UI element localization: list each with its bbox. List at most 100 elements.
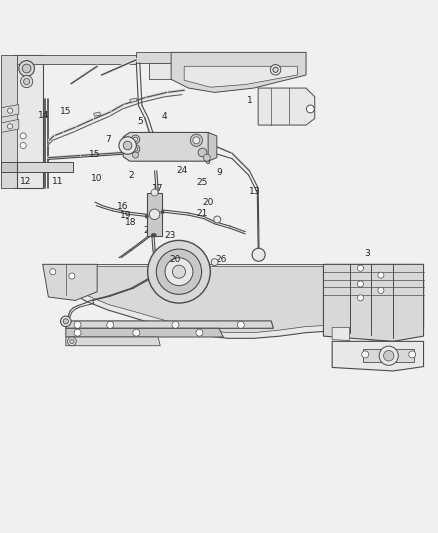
Polygon shape (136, 52, 188, 63)
Circle shape (273, 67, 278, 72)
Circle shape (190, 134, 202, 147)
Bar (147, 192, 162, 236)
Circle shape (307, 105, 314, 113)
Circle shape (123, 141, 132, 150)
Circle shape (378, 287, 384, 294)
Text: 20: 20 (202, 198, 213, 207)
Circle shape (20, 133, 26, 139)
Circle shape (63, 319, 68, 324)
Circle shape (379, 346, 398, 365)
Circle shape (74, 321, 81, 328)
Circle shape (74, 329, 81, 336)
Text: 24: 24 (177, 166, 187, 175)
Polygon shape (1, 104, 19, 117)
Polygon shape (184, 66, 297, 87)
Circle shape (69, 273, 75, 279)
Polygon shape (94, 112, 101, 116)
Circle shape (7, 108, 13, 114)
Text: 4: 4 (162, 112, 167, 121)
Circle shape (20, 142, 26, 149)
Circle shape (145, 215, 148, 218)
Circle shape (173, 265, 185, 278)
Text: 17: 17 (152, 184, 164, 192)
Polygon shape (43, 163, 51, 168)
Polygon shape (323, 264, 424, 341)
Polygon shape (332, 341, 424, 371)
Polygon shape (58, 266, 402, 333)
Circle shape (21, 76, 33, 87)
Text: 12: 12 (20, 177, 31, 186)
Circle shape (198, 148, 207, 157)
Circle shape (149, 209, 160, 220)
Circle shape (378, 272, 384, 278)
Circle shape (24, 78, 30, 85)
Circle shape (49, 269, 56, 275)
Polygon shape (66, 328, 223, 337)
Text: 5: 5 (137, 117, 143, 126)
Circle shape (7, 124, 13, 129)
Polygon shape (1, 55, 17, 188)
Circle shape (270, 64, 281, 75)
Text: 21: 21 (197, 209, 208, 218)
Polygon shape (17, 55, 136, 64)
Circle shape (131, 144, 140, 154)
Text: 9: 9 (216, 167, 222, 176)
Circle shape (203, 154, 210, 161)
Polygon shape (364, 349, 414, 362)
Circle shape (107, 321, 114, 328)
Circle shape (67, 337, 76, 346)
Text: 10: 10 (91, 174, 102, 183)
Polygon shape (130, 98, 137, 102)
Circle shape (357, 281, 364, 287)
Circle shape (60, 316, 71, 327)
Circle shape (151, 233, 155, 237)
Text: 13: 13 (249, 187, 261, 196)
Text: 15: 15 (60, 108, 71, 117)
Circle shape (211, 259, 218, 265)
Text: 20: 20 (169, 255, 180, 264)
Polygon shape (1, 119, 19, 133)
Text: 2: 2 (128, 171, 134, 180)
Text: 26: 26 (215, 255, 227, 264)
Circle shape (70, 339, 74, 344)
Circle shape (357, 295, 364, 301)
Circle shape (133, 147, 138, 151)
Polygon shape (208, 133, 217, 161)
Text: 15: 15 (89, 150, 101, 159)
Polygon shape (149, 63, 176, 79)
Circle shape (252, 248, 265, 261)
Circle shape (193, 137, 200, 144)
Polygon shape (123, 133, 215, 161)
Text: 19: 19 (120, 211, 131, 220)
Circle shape (362, 351, 369, 358)
Circle shape (131, 135, 140, 144)
Circle shape (151, 189, 158, 196)
Circle shape (22, 64, 31, 73)
Polygon shape (17, 162, 73, 172)
Circle shape (19, 61, 35, 76)
Polygon shape (43, 264, 97, 301)
Polygon shape (258, 88, 315, 125)
Text: 22: 22 (143, 227, 154, 235)
Text: 1: 1 (247, 96, 252, 105)
Polygon shape (43, 264, 424, 341)
Polygon shape (1, 49, 437, 264)
Polygon shape (14, 55, 43, 188)
Circle shape (409, 351, 416, 358)
Text: 16: 16 (117, 202, 128, 211)
Text: 18: 18 (125, 217, 137, 227)
Text: 6: 6 (204, 157, 210, 166)
Circle shape (214, 216, 221, 223)
Text: 8: 8 (204, 150, 210, 159)
Circle shape (237, 321, 244, 328)
Text: 11: 11 (52, 177, 64, 186)
Circle shape (119, 137, 136, 154)
Polygon shape (66, 321, 273, 328)
Polygon shape (1, 162, 17, 172)
Text: 14: 14 (152, 146, 163, 155)
Circle shape (384, 351, 394, 361)
Text: 23: 23 (165, 231, 176, 240)
Polygon shape (332, 327, 350, 341)
Circle shape (165, 258, 193, 286)
Circle shape (156, 249, 201, 294)
